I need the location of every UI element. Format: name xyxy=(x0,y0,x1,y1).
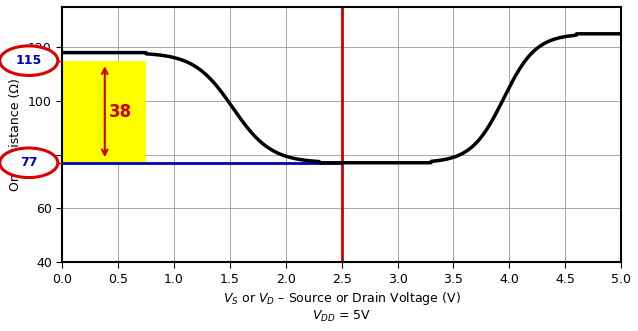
Text: 115: 115 xyxy=(16,54,42,67)
Text: 38: 38 xyxy=(109,103,132,121)
Bar xyxy=(63,61,146,163)
Text: 77: 77 xyxy=(20,156,38,169)
Ellipse shape xyxy=(0,148,58,177)
X-axis label: $V_S$ or $V_D$ – Source or Drain Voltage (V)
$V_{DD}$ = 5V: $V_S$ or $V_D$ – Source or Drain Voltage… xyxy=(223,290,461,324)
Y-axis label: On Resistance (Ω): On Resistance (Ω) xyxy=(10,78,22,191)
Ellipse shape xyxy=(0,46,58,75)
